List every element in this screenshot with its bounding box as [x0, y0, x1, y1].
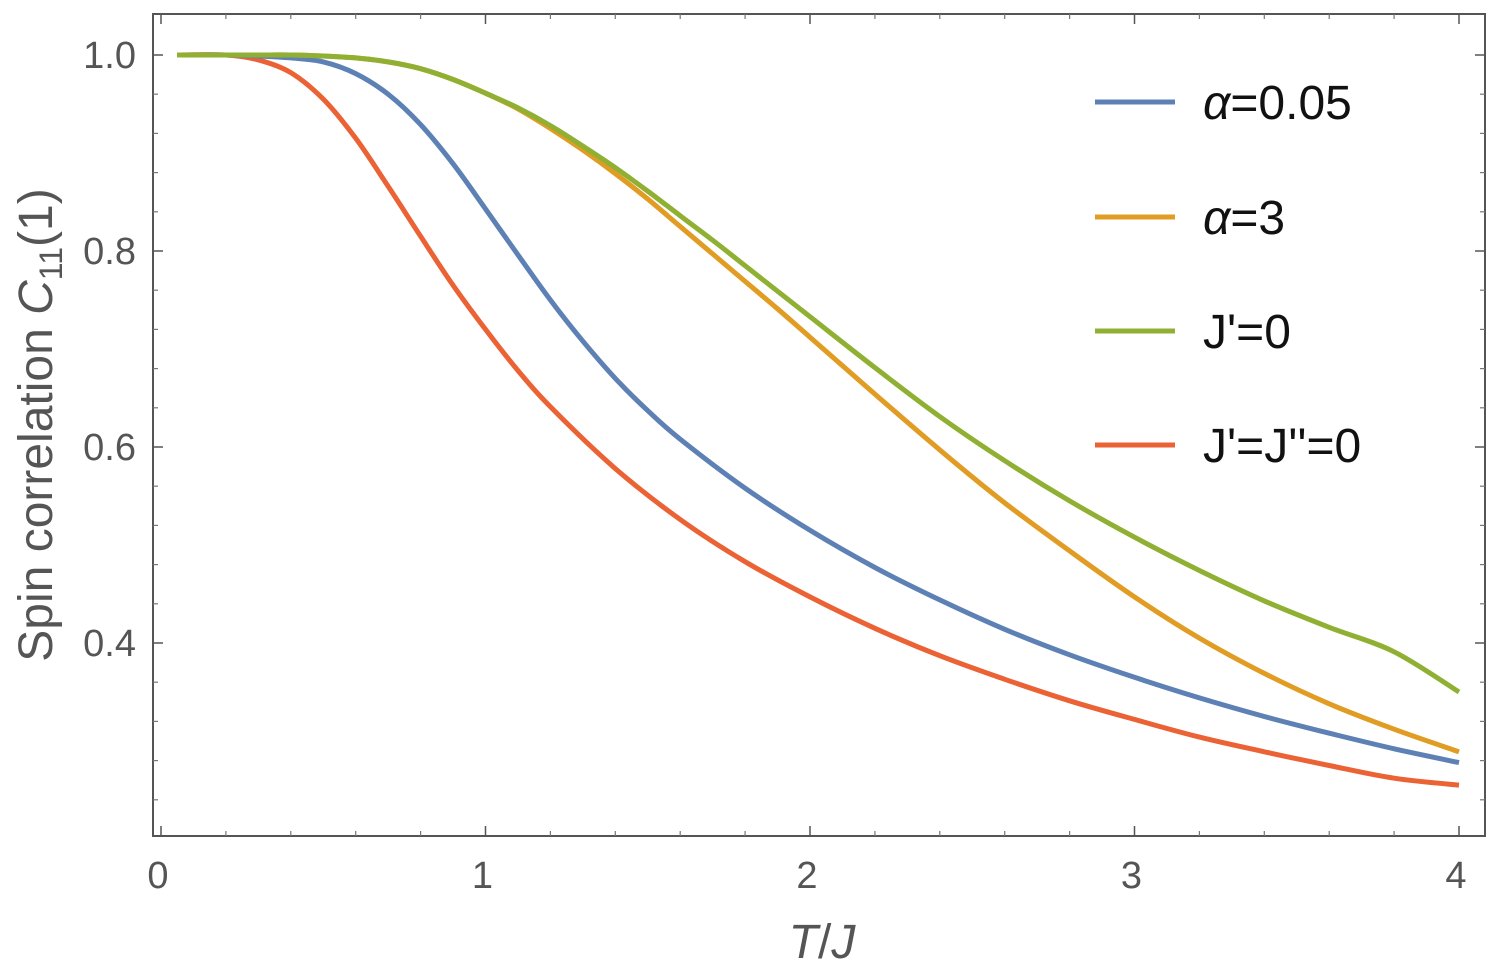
- y-axis-title-prefix: Spin correlation: [10, 315, 63, 662]
- series-line-2: [177, 52, 1461, 695]
- legend-label: J'=J''=0: [1203, 420, 1361, 473]
- legend-item: α=0.05: [1095, 77, 1352, 130]
- y-tick-label: 0.8: [83, 231, 136, 273]
- y-axis-title-subscript: 11: [33, 247, 69, 280]
- y-axis-title-suffix: (1): [10, 188, 63, 247]
- legend-rest: =3: [1230, 192, 1285, 245]
- y-tick-labels: 1.0 0.8 0.6 0.4: [83, 35, 136, 665]
- x-axis-title: T/J: [789, 916, 857, 969]
- x-tick-labels: 0 1 2 3 4: [147, 855, 1466, 897]
- legend-item: α=3: [1095, 192, 1285, 245]
- legend-item: J'=0: [1095, 306, 1291, 359]
- x-tick-label: 1: [472, 855, 493, 897]
- series-line-3: [177, 52, 1460, 788]
- x-axis-title-var2: J: [830, 916, 856, 969]
- legend-label: J'=0: [1203, 306, 1291, 359]
- plot-frame: [152, 13, 1486, 837]
- y-axis-title-symbol: C: [10, 280, 63, 315]
- x-tick-label: 4: [1445, 855, 1466, 897]
- legend-label: α=0.05: [1203, 77, 1352, 130]
- minor-ticks: [153, 14, 1485, 836]
- x-tick-label: 2: [796, 855, 817, 897]
- y-tick-label: 1.0: [83, 35, 136, 77]
- y-axis-title: Spin correlation C11(1): [10, 188, 69, 661]
- x-axis-title-slash: /: [818, 916, 832, 969]
- legend-item: J'=J''=0: [1095, 420, 1361, 473]
- legend-label: α=3: [1203, 192, 1285, 245]
- legend: α=0.05α=3J'=0J'=J''=0: [1095, 77, 1361, 473]
- legend-rest: =0.05: [1230, 77, 1351, 130]
- legend-alpha: α: [1203, 77, 1232, 130]
- x-tick-label: 3: [1121, 855, 1142, 897]
- series-lines: [177, 52, 1461, 788]
- legend-alpha: α: [1203, 192, 1232, 245]
- y-tick-label: 0.4: [83, 623, 136, 665]
- x-tick-label: 0: [147, 855, 168, 897]
- x-axis-title-var1: T: [789, 916, 822, 969]
- series-line-0: [177, 52, 1460, 766]
- y-tick-label: 0.6: [83, 427, 136, 469]
- major-ticks: [153, 14, 1485, 836]
